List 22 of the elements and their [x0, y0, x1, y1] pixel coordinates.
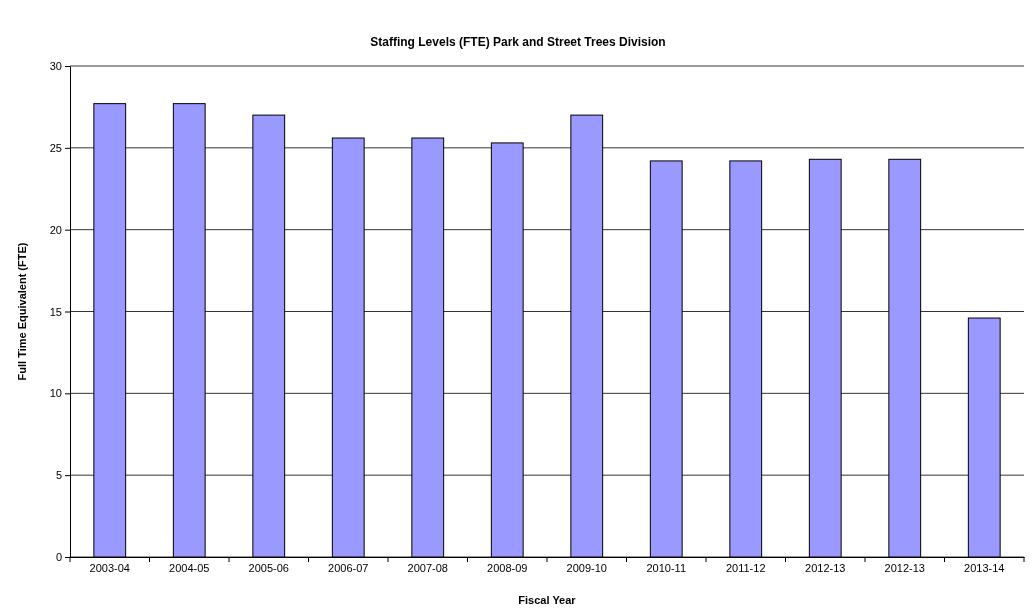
x-tick-label: 2003-04 [89, 562, 130, 575]
y-tick-label: 0 [55, 551, 62, 564]
y-tick-label: 30 [49, 60, 62, 73]
x-tick-label: 2008-09 [487, 562, 528, 575]
x-tick-label: 2004-05 [169, 562, 210, 575]
y-tick-label: 25 [49, 141, 62, 154]
x-tick-label: 2006-07 [328, 562, 369, 575]
y-tick-label: 10 [49, 387, 62, 400]
x-tick-label: 2007-08 [407, 562, 448, 575]
x-tick-label: 2010-11 [646, 562, 687, 575]
y-axis-title: Full Time Equivalent (FTE) [16, 242, 28, 381]
y-tick-label: 15 [49, 305, 62, 318]
x-tick-label: 2005-06 [248, 562, 289, 575]
x-tick-label: 2012-13 [884, 562, 925, 575]
chart-title: Staffing Levels (FTE) Park and Street Trees Division [370, 35, 666, 49]
y-tick-label: 5 [55, 469, 62, 482]
y-tick-label: 20 [49, 223, 62, 236]
x-tick-label: 2012-13 [805, 562, 846, 575]
x-tick-label: 2013-14 [964, 562, 1005, 575]
x-tick-label: 2009-10 [566, 562, 607, 575]
x-axis-title: Fiscal Year [518, 594, 577, 606]
x-tick-label: 2011-12 [725, 562, 766, 575]
